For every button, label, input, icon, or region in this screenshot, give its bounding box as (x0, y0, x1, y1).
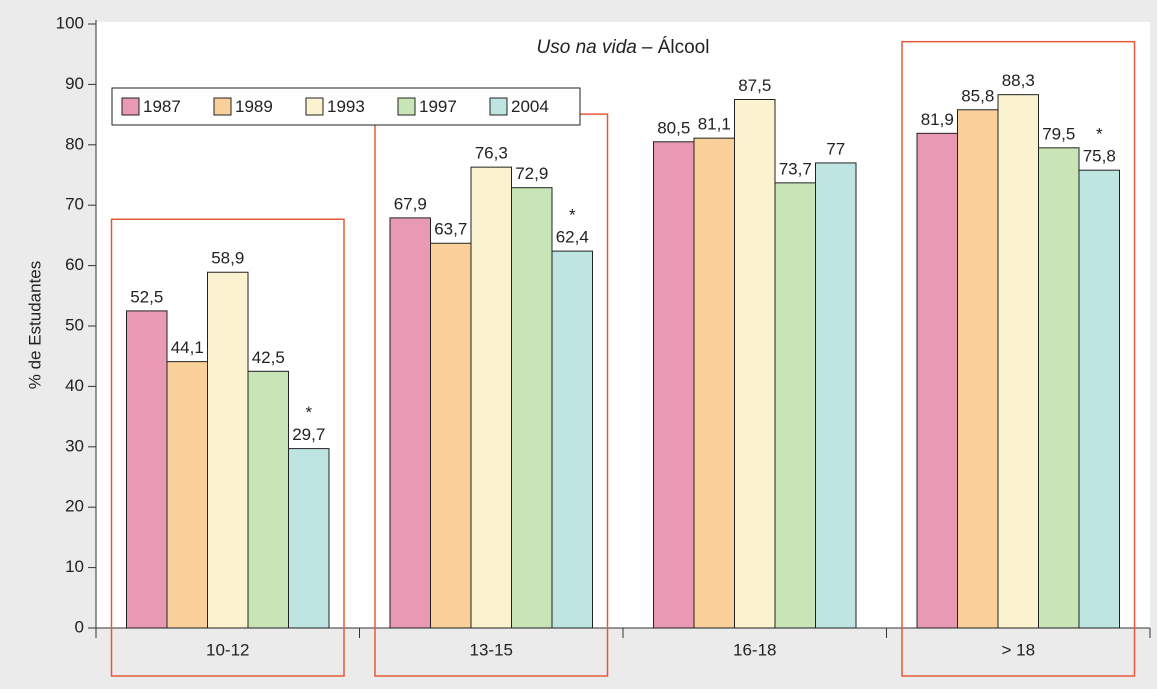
value-label: 80,5 (657, 118, 690, 137)
legend-swatch (213, 97, 232, 116)
bar (653, 141, 695, 629)
value-label: 42,5 (252, 348, 285, 367)
value-label: 76,3 (475, 144, 508, 163)
bar (470, 166, 512, 629)
bar (1038, 147, 1080, 629)
bar (511, 187, 553, 629)
legend-swatch (489, 97, 508, 116)
bar (288, 448, 330, 629)
title-rest: – Álcool (642, 37, 710, 58)
y-tick-label: 40 (65, 376, 84, 395)
value-label: 67,9 (394, 194, 427, 213)
value-note: * (1096, 125, 1103, 144)
y-tick-label: 100 (56, 13, 84, 32)
value-label: 63,7 (434, 220, 467, 239)
chart-title: Uso na vida – Álcool (537, 37, 710, 58)
legend-label: 1993 (327, 97, 365, 116)
value-label: 81,1 (698, 115, 731, 134)
bar (247, 370, 289, 629)
legend-swatch (121, 97, 140, 116)
bar (1078, 169, 1120, 629)
value-label: 62,4 (556, 228, 589, 247)
y-tick-label: 50 (65, 315, 84, 334)
value-label: 73,7 (779, 159, 812, 178)
bar (551, 250, 593, 629)
bar (430, 242, 472, 629)
y-tick-label: 70 (65, 195, 84, 214)
value-label: 79,5 (1042, 124, 1075, 143)
y-tick-label: 10 (65, 557, 84, 576)
value-label: 72,9 (515, 164, 548, 183)
x-tick-label: 10-12 (206, 640, 249, 659)
bar (734, 99, 776, 629)
value-label: 85,8 (961, 86, 994, 105)
y-tick-label: 0 (75, 617, 84, 636)
legend-label: 1989 (235, 97, 273, 116)
bar (997, 94, 1039, 629)
value-label: 77 (826, 139, 845, 158)
bar (207, 271, 249, 629)
y-tick-label: 80 (65, 134, 84, 153)
y-tick-label: 30 (65, 436, 84, 455)
value-label: 87,5 (738, 76, 771, 95)
bar (389, 217, 431, 629)
x-tick-label: 13-15 (470, 640, 513, 659)
value-label: 29,7 (292, 425, 325, 444)
legend-label: 2004 (511, 97, 549, 116)
y-tick-label: 90 (65, 74, 84, 93)
value-label: 75,8 (1083, 147, 1116, 166)
value-label: 81,9 (921, 110, 954, 129)
legend-swatch (305, 97, 324, 116)
x-tick-label: 16-18 (733, 640, 776, 659)
bar (815, 162, 857, 629)
x-tick-label: > 18 (1001, 640, 1035, 659)
bar (916, 132, 958, 629)
legend-swatch (397, 97, 416, 116)
value-label: 44,1 (171, 338, 204, 357)
y-axis-label: % de Estudantes (25, 261, 44, 390)
y-tick-label: 60 (65, 255, 84, 274)
legend-label: 1997 (419, 97, 457, 116)
highlight-box (110, 218, 345, 677)
value-label: 88,3 (1002, 71, 1035, 90)
y-tick-label: 20 (65, 497, 84, 516)
title-italic: Uso na vida (537, 37, 637, 58)
bar (166, 361, 208, 629)
value-note: * (305, 403, 312, 422)
value-note: * (569, 206, 576, 225)
value-label: 58,9 (211, 249, 244, 268)
bar (774, 182, 816, 629)
highlight-box (901, 40, 1136, 677)
bar (693, 137, 735, 629)
bar (957, 109, 999, 629)
legend-label: 1987 (143, 97, 181, 116)
value-label: 52,5 (130, 287, 163, 306)
bar (126, 310, 168, 629)
